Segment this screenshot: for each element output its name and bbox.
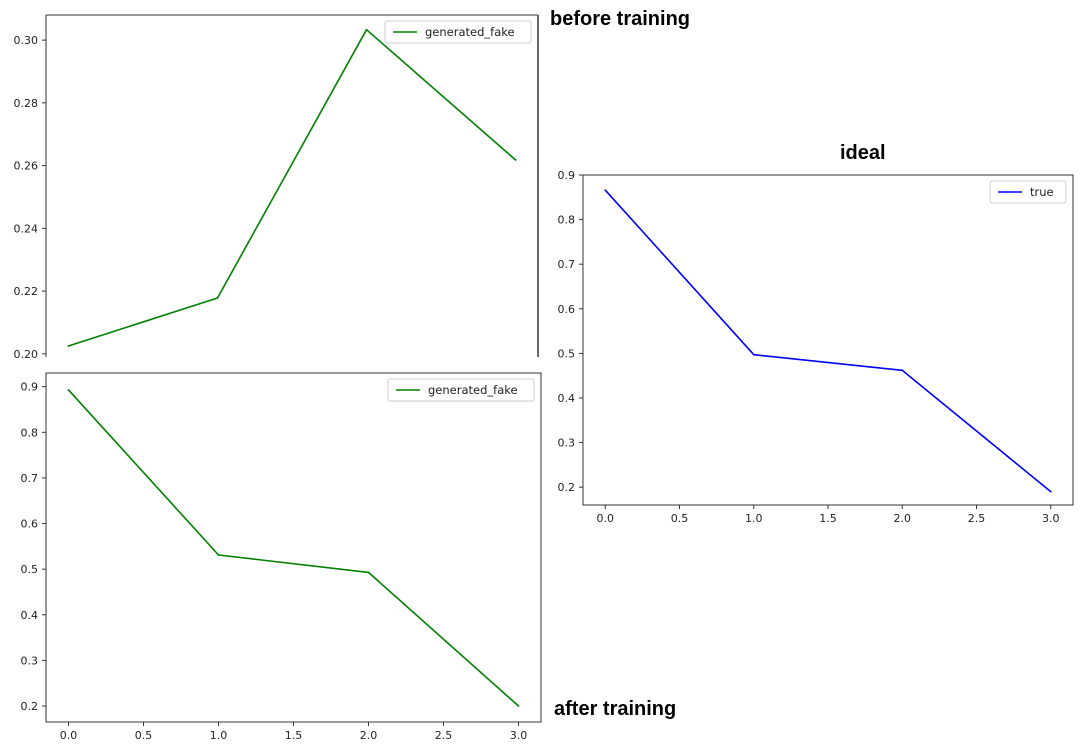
data-point (67, 345, 70, 347)
data-point (604, 189, 607, 192)
y-tick-label: 0.6 (558, 303, 576, 316)
y-tick-label: 0.4 (21, 609, 39, 622)
y-tick-label: 0.5 (558, 347, 576, 360)
y-tick-label: 0.26 (14, 160, 39, 173)
data-point (67, 388, 70, 391)
plot-frame (45, 372, 542, 723)
y-tick-label: 0.4 (558, 392, 576, 405)
legend-label: generated_fake (428, 383, 518, 397)
y-tick-label: 0.8 (558, 214, 576, 227)
data-point (217, 554, 220, 556)
x-tick-label: 2.5 (968, 512, 986, 525)
series-line-generated_fake (68, 28, 517, 347)
x-tick-label: 3.0 (510, 729, 528, 742)
x-tick-label: 0.0 (60, 729, 78, 742)
x-tick-label: 1.0 (745, 512, 763, 525)
x-tick-label: 0.0 (597, 512, 615, 525)
y-tick-label: 0.30 (14, 34, 39, 47)
data-point (517, 705, 520, 707)
x-tick-label: 2.0 (360, 729, 378, 742)
y-tick-label: 0.8 (21, 426, 39, 439)
y-tick-label: 0.9 (21, 381, 39, 394)
chart-before: 0.20 0.22 0.24 0.26 0.28 0.30 generated_fake (14, 14, 539, 361)
data-point (367, 571, 370, 574)
data-point (752, 353, 755, 356)
y-tick-label: 0.3 (21, 654, 39, 667)
y-tick-label: 0.9 (558, 169, 576, 182)
x-tick-label: 1.0 (210, 729, 228, 742)
data-point (1049, 490, 1052, 493)
y-tick-label: 0.22 (14, 285, 39, 298)
x-tick-label: 1.5 (819, 512, 837, 525)
plot-frame (582, 174, 1074, 506)
chart-ideal: 0.2 0.3 0.4 0.5 0.6 0.7 0.8 0.9 0.0 0.5 1.0 1.5 2.0 2… (558, 169, 1074, 525)
caption-ideal: ideal (840, 142, 886, 164)
x-tick-label: 2.0 (893, 512, 911, 525)
caption-after-training: after training (554, 698, 677, 720)
data-point (365, 28, 368, 31)
y-tick-label: 0.24 (14, 222, 39, 235)
x-tick-label: 0.5 (135, 729, 153, 742)
y-tick-label: 0.20 (14, 348, 39, 361)
y-tick-label: 0.6 (21, 518, 39, 531)
data-point (514, 159, 517, 161)
x-tick-label: 2.5 (435, 729, 453, 742)
y-tick-label: 0.3 (558, 437, 576, 450)
legend-label: true (1030, 185, 1054, 199)
y-tick-label: 0.7 (21, 472, 39, 485)
series-line-generated_fake (67, 389, 520, 707)
legend-box (989, 180, 1067, 204)
data-point (901, 369, 904, 372)
x-tick-label: 1.5 (285, 729, 303, 742)
chart-after: 0.2 0.3 0.4 0.5 0.6 0.7 0.8 0.9 0.0 0.5 1.0 1.5 2.0 2… (21, 372, 542, 742)
y-tick-label: 0.28 (14, 97, 39, 110)
legend-box (384, 20, 532, 44)
x-tick-label: 3.0 (1042, 512, 1060, 525)
y-tick-label: 0.7 (558, 258, 576, 271)
y-tick-label: 0.2 (558, 481, 576, 494)
series-line-true (604, 189, 1052, 493)
y-tick-label: 0.2 (21, 700, 39, 713)
caption-before-training: before training (550, 8, 691, 30)
legend-label: generated_fake (425, 25, 515, 39)
legend-box (387, 378, 535, 402)
y-tick-label: 0.5 (21, 563, 39, 576)
data-point (216, 297, 219, 299)
x-tick-label: 0.5 (671, 512, 689, 525)
